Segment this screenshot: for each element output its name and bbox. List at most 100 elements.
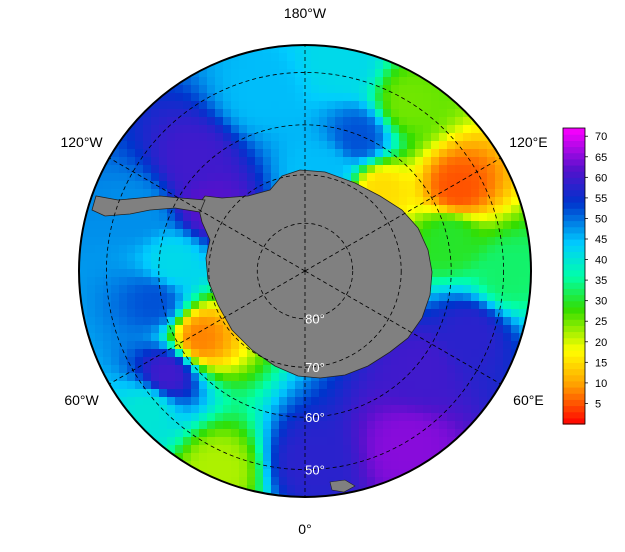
field-cell <box>471 237 480 246</box>
field-cell <box>335 165 344 174</box>
field-cell <box>423 181 432 190</box>
field-cell <box>95 221 104 230</box>
field-cell <box>183 469 192 478</box>
field-cell <box>103 269 112 278</box>
field-cell <box>239 181 248 190</box>
field-cell <box>127 333 136 342</box>
field-cell <box>223 461 232 470</box>
field-cell <box>423 221 432 230</box>
field-cell <box>511 253 520 262</box>
field-cell <box>223 173 232 182</box>
colorbar-segment <box>563 405 585 413</box>
field-cell <box>287 45 296 54</box>
field-cell <box>199 325 208 334</box>
field-cell <box>183 309 192 318</box>
field-cell <box>375 429 384 438</box>
field-cell <box>279 389 288 398</box>
field-cell <box>207 85 216 94</box>
field-cell <box>143 125 152 134</box>
field-cell <box>151 365 160 374</box>
field-cell <box>391 349 400 358</box>
field-cell <box>375 101 384 110</box>
field-cell <box>495 397 504 406</box>
field-cell <box>175 365 184 374</box>
field-cell <box>383 485 392 494</box>
field-cell <box>343 381 352 390</box>
field-cell <box>279 141 288 150</box>
field-cell <box>207 317 216 326</box>
field-cell <box>343 389 352 398</box>
field-cell <box>423 429 432 438</box>
field-cell <box>479 229 488 238</box>
field-cell <box>263 101 272 110</box>
field-cell <box>375 477 384 486</box>
field-cell <box>127 141 136 150</box>
field-cell <box>215 413 224 422</box>
field-cell <box>431 93 440 102</box>
field-cell <box>199 85 208 94</box>
field-cell <box>119 357 128 366</box>
field-cell <box>127 389 136 398</box>
field-cell <box>159 101 168 110</box>
field-cell <box>407 101 416 110</box>
field-cell <box>183 277 192 286</box>
field-cell <box>255 453 264 462</box>
field-cell <box>111 221 120 230</box>
field-cell <box>247 61 256 70</box>
field-cell <box>303 77 312 86</box>
field-cell <box>391 429 400 438</box>
field-cell <box>367 421 376 430</box>
field-cell <box>319 53 328 62</box>
field-cell <box>423 333 432 342</box>
field-cell <box>423 93 432 102</box>
field-cell <box>527 269 531 278</box>
field-cell <box>455 269 464 278</box>
field-cell <box>255 485 264 494</box>
field-cell <box>167 349 176 358</box>
field-cell <box>367 181 376 190</box>
field-cell <box>455 117 464 126</box>
field-cell <box>471 245 480 254</box>
field-cell <box>279 165 288 174</box>
field-cell <box>223 325 232 334</box>
field-cell <box>511 213 520 222</box>
graticule <box>106 45 504 497</box>
field-cell <box>231 45 240 54</box>
field-cell <box>159 277 168 286</box>
field-cell <box>303 421 312 430</box>
field-cell <box>255 141 264 150</box>
field-cell <box>215 141 224 150</box>
field-cell <box>167 405 176 414</box>
field-cell <box>439 125 448 134</box>
field-cell <box>287 493 296 497</box>
field-cell <box>303 429 312 438</box>
field-cell <box>399 205 408 214</box>
field-cell <box>343 85 352 94</box>
field-cell <box>351 477 360 486</box>
field-cell <box>479 253 488 262</box>
field-cell <box>167 133 176 142</box>
field-cell <box>183 101 192 110</box>
field-cell <box>231 477 240 486</box>
field-cell <box>367 173 376 182</box>
field-cell <box>423 341 432 350</box>
colorbar-segment <box>563 399 585 407</box>
field-cell <box>151 397 160 406</box>
field-cell <box>167 437 176 446</box>
field-cell <box>367 477 376 486</box>
field-cell <box>143 245 152 254</box>
field-cell <box>335 149 344 158</box>
field-cell <box>151 253 160 262</box>
field-cell <box>111 381 120 390</box>
field-cell <box>327 397 336 406</box>
field-cell <box>79 301 88 310</box>
field-cell <box>223 349 232 358</box>
field-cell <box>191 269 200 278</box>
field-cell <box>327 157 336 166</box>
field-cell <box>295 469 304 478</box>
field-cell <box>359 461 368 470</box>
field-cell <box>487 269 496 278</box>
field-cell <box>375 45 384 54</box>
field-cell <box>247 141 256 150</box>
field-cell <box>487 213 496 222</box>
